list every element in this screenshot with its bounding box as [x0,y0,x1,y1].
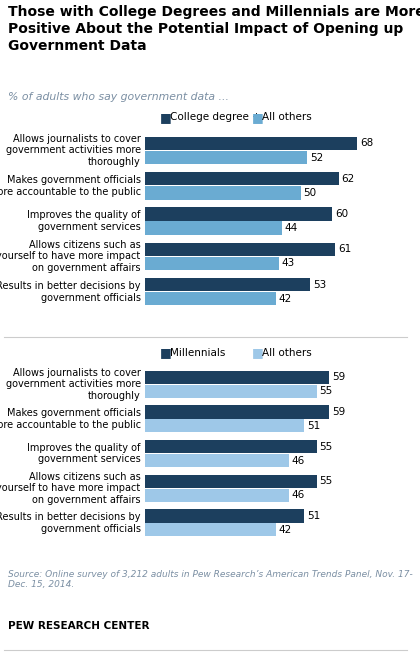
Text: 42: 42 [278,294,292,304]
Text: Those with College Degrees and Millennials are More
Positive About the Potential: Those with College Degrees and Millennia… [8,5,420,54]
Text: 50: 50 [304,188,317,198]
Bar [145,475,317,488]
Text: 59: 59 [332,372,345,382]
Text: 42: 42 [278,525,292,535]
Text: % of adults who say government data ...: % of adults who say government data ... [8,92,229,102]
Text: Allows journalists to cover
government activities more
thoroughly: Allows journalists to cover government a… [5,367,141,401]
Text: Source: Online survey of 3,212 adults in Pew Research’s American Trends Panel, N: Source: Online survey of 3,212 adults in… [8,570,413,589]
Text: Allows citizens such as
yourself to have more impact
on government affairs: Allows citizens such as yourself to have… [0,472,141,505]
Text: Improves the quality of
government services: Improves the quality of government servi… [27,210,141,232]
Text: Allows journalists to cover
government activities more
thoroughly: Allows journalists to cover government a… [5,134,141,167]
Text: 44: 44 [285,223,298,233]
Bar [145,257,279,270]
Text: 55: 55 [319,476,333,486]
Text: Makes government officials
more accountable to the public: Makes government officials more accounta… [0,408,141,429]
Text: Improves the quality of
government services: Improves the quality of government servi… [27,443,141,464]
Bar [145,151,307,165]
Bar [145,488,289,502]
Text: Results in better decisions by
government officials: Results in better decisions by governmen… [0,281,141,302]
Bar [145,440,317,453]
Text: PEW RESEARCH CENTER: PEW RESEARCH CENTER [8,621,150,631]
Text: 60: 60 [335,209,348,219]
Text: 51: 51 [307,421,320,431]
Bar [145,186,301,199]
Text: 53: 53 [313,280,326,290]
Bar [145,385,317,398]
Bar [145,221,282,235]
Text: Results in better decisions by
government officials: Results in better decisions by governmen… [0,512,141,534]
Text: 46: 46 [291,456,304,466]
Bar [145,405,329,419]
Text: 62: 62 [341,174,354,184]
Text: 55: 55 [319,442,333,452]
Text: College degree +: College degree + [170,112,261,122]
Text: All others: All others [262,348,312,357]
Text: 68: 68 [360,138,373,149]
Text: 43: 43 [282,258,295,268]
Bar [145,454,289,467]
Text: 61: 61 [338,244,351,254]
Bar [145,136,357,150]
Bar [145,292,276,306]
Text: ■: ■ [252,346,264,359]
Text: ■: ■ [160,346,171,359]
Text: Allows citizens such as
yourself to have more impact
on government affairs: Allows citizens such as yourself to have… [0,240,141,273]
Bar [145,243,336,256]
Bar [145,509,304,522]
Text: 52: 52 [310,153,323,163]
Text: ■: ■ [252,110,264,124]
Bar [145,419,304,432]
Text: ■: ■ [160,110,171,124]
Text: Makes government officials
more accountable to the public: Makes government officials more accounta… [0,175,141,197]
Bar [145,523,276,537]
Text: 55: 55 [319,386,333,396]
Text: 59: 59 [332,407,345,417]
Text: All others: All others [262,112,312,122]
Bar [145,172,339,185]
Bar [145,371,329,384]
Text: 51: 51 [307,511,320,521]
Bar [145,278,310,292]
Text: Millennials: Millennials [170,348,226,357]
Bar [145,207,332,221]
Text: 46: 46 [291,490,304,500]
